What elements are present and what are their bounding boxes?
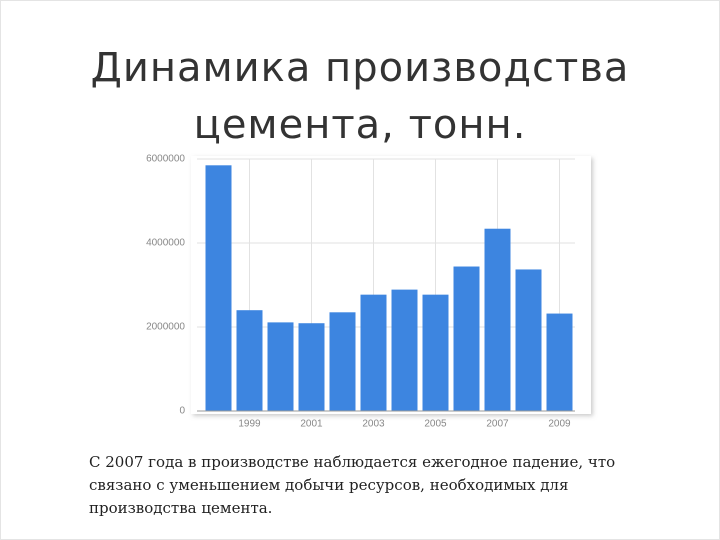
bar (329, 312, 356, 411)
body-text: С 2007 года в производстве наблюдается е… (89, 453, 616, 471)
bar (546, 313, 573, 411)
bar (484, 228, 511, 411)
x-tick-label: 2005 (424, 419, 447, 430)
y-tick-label: 2000000 (146, 322, 185, 333)
x-tick-label: 2009 (548, 419, 571, 430)
bar (360, 294, 387, 411)
bar (422, 294, 449, 411)
y-tick-label: 4000000 (146, 238, 185, 249)
y-tick-label: 0 (179, 406, 185, 417)
x-tick-label: 2003 (362, 419, 385, 430)
bar (453, 266, 480, 411)
bar (236, 310, 263, 411)
slide-title: Динамика производства (90, 45, 630, 91)
bar (391, 289, 418, 411)
body-text: связано с уменьшением добычи ресурсов, н… (89, 476, 569, 494)
slide-title: цемента, тонн. (193, 102, 527, 148)
bar (267, 322, 294, 411)
x-tick-label: 2001 (300, 419, 323, 430)
x-tick-label: 1999 (238, 419, 261, 430)
bar (205, 165, 232, 411)
chart: 0 2000000 4000000 6000000 1999 2001 2003 2005 20… (146, 154, 591, 430)
body-text: производства цемента. (89, 499, 273, 517)
x-tick-label: 2007 (486, 419, 509, 430)
bar (298, 323, 325, 411)
y-tick-label: 6000000 (146, 154, 185, 165)
bar (515, 269, 542, 411)
